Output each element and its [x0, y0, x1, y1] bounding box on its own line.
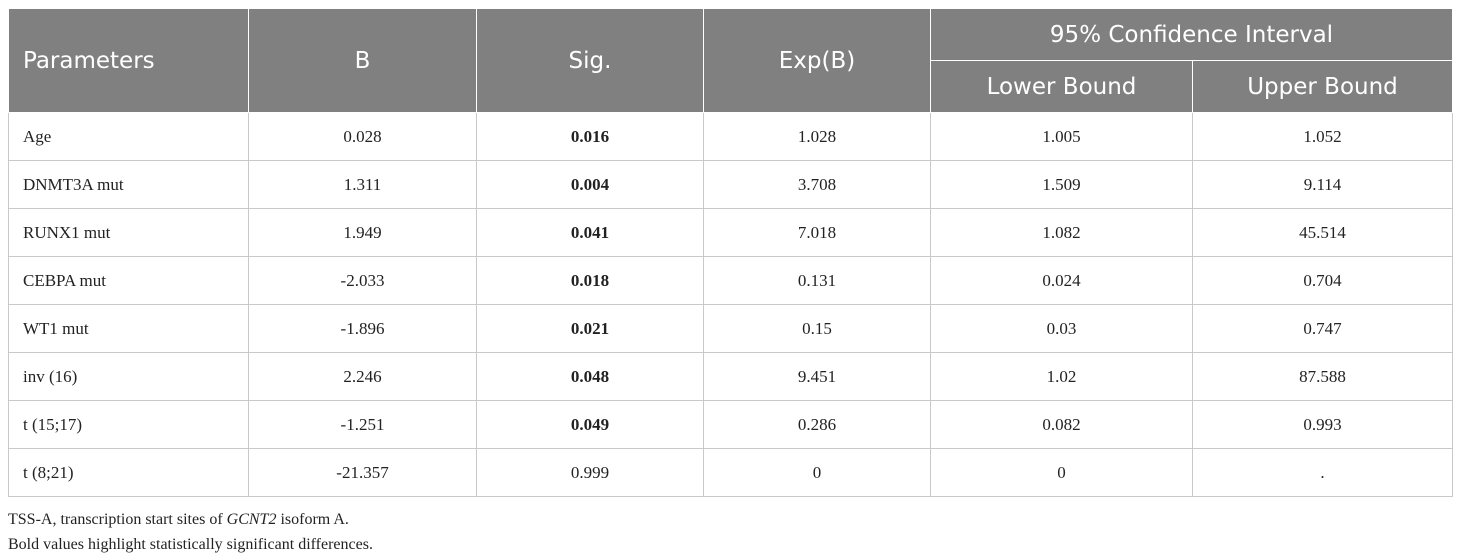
cell-lower-bound: 0.082	[930, 400, 1193, 449]
cell-parameter: t (8;21)	[8, 448, 249, 497]
cell-upper-bound: 0.747	[1192, 304, 1453, 353]
regression-table: Parameters B Sig. Exp(B) 95% Confidence …	[8, 8, 1453, 497]
table-row: t (15;17) -1.251 0.049 0.286 0.082 0.993	[8, 400, 1453, 449]
cell-expb: 0.131	[703, 256, 931, 305]
table-row: inv (16) 2.246 0.048 9.451 1.02 87.588	[8, 352, 1453, 401]
header-expb: Exp(B)	[703, 8, 931, 113]
cell-upper-bound: 9.114	[1192, 160, 1453, 209]
cell-b: -1.896	[248, 304, 477, 353]
cell-b: 2.246	[248, 352, 477, 401]
cell-expb: 3.708	[703, 160, 931, 209]
cell-lower-bound: 0.024	[930, 256, 1193, 305]
cell-upper-bound: 0.704	[1192, 256, 1453, 305]
cell-parameter: Age	[8, 112, 249, 161]
table-row: RUNX1 mut 1.949 0.041 7.018 1.082 45.514	[8, 208, 1453, 257]
cell-sig: 0.004	[476, 160, 704, 209]
cell-upper-bound: 87.588	[1192, 352, 1453, 401]
cell-expb: 7.018	[703, 208, 931, 257]
cell-parameter: DNMT3A mut	[8, 160, 249, 209]
cell-b: 1.311	[248, 160, 477, 209]
cell-expb: 9.451	[703, 352, 931, 401]
table-row: WT1 mut -1.896 0.021 0.15 0.03 0.747	[8, 304, 1453, 353]
table-footnotes: TSS-A, transcription start sites of GCNT…	[8, 507, 1452, 557]
cell-sig: 0.999	[476, 448, 704, 497]
cell-upper-bound: 45.514	[1192, 208, 1453, 257]
cell-expb: 1.028	[703, 112, 931, 161]
footnote-suffix: isoform A.	[276, 511, 349, 528]
header-b: B	[248, 8, 477, 113]
cell-lower-bound: 1.02	[930, 352, 1193, 401]
cell-sig: 0.021	[476, 304, 704, 353]
cell-upper-bound: 1.052	[1192, 112, 1453, 161]
cell-lower-bound: 0	[930, 448, 1193, 497]
cell-upper-bound: 0.993	[1192, 400, 1453, 449]
footnote-prefix: TSS-A, transcription start sites of	[8, 511, 227, 528]
header-upper-bound: Upper Bound	[1192, 60, 1453, 113]
cell-b: 0.028	[248, 112, 477, 161]
table-container: Parameters B Sig. Exp(B) 95% Confidence …	[8, 8, 1453, 557]
cell-lower-bound: 0.03	[930, 304, 1193, 353]
cell-parameter: inv (16)	[8, 352, 249, 401]
cell-lower-bound: 1.509	[930, 160, 1193, 209]
table-row: CEBPA mut -2.033 0.018 0.131 0.024 0.704	[8, 256, 1453, 305]
cell-b: -21.357	[248, 448, 477, 497]
cell-parameter: WT1 mut	[8, 304, 249, 353]
cell-parameter: CEBPA mut	[8, 256, 249, 305]
cell-sig: 0.041	[476, 208, 704, 257]
cell-upper-bound: .	[1192, 448, 1453, 497]
cell-lower-bound: 1.005	[930, 112, 1193, 161]
cell-lower-bound: 1.082	[930, 208, 1193, 257]
header-parameters: Parameters	[8, 8, 249, 113]
header-confidence-interval: 95% Confidence Interval	[930, 8, 1453, 61]
footnote-gene: GCNT2	[226, 511, 277, 528]
cell-expb: 0.286	[703, 400, 931, 449]
cell-expb: 0	[703, 448, 931, 497]
header-lower-bound: Lower Bound	[930, 60, 1193, 113]
table-row: Age 0.028 0.016 1.028 1.005 1.052	[8, 112, 1453, 161]
cell-parameter: t (15;17)	[8, 400, 249, 449]
footnote-bold-note: Bold values highlight statistically sign…	[8, 536, 373, 553]
header-sig: Sig.	[476, 8, 704, 113]
cell-sig: 0.016	[476, 112, 704, 161]
cell-parameter: RUNX1 mut	[8, 208, 249, 257]
cell-sig: 0.048	[476, 352, 704, 401]
table-row: DNMT3A mut 1.311 0.004 3.708 1.509 9.114	[8, 160, 1453, 209]
cell-sig: 0.018	[476, 256, 704, 305]
table-row: t (8;21) -21.357 0.999 0 0 .	[8, 448, 1453, 497]
cell-b: -2.033	[248, 256, 477, 305]
cell-sig: 0.049	[476, 400, 704, 449]
cell-b: 1.949	[248, 208, 477, 257]
footnote-abbreviation: TSS-A, transcription start sites of GCNT…	[8, 507, 1452, 532]
cell-b: -1.251	[248, 400, 477, 449]
cell-expb: 0.15	[703, 304, 931, 353]
